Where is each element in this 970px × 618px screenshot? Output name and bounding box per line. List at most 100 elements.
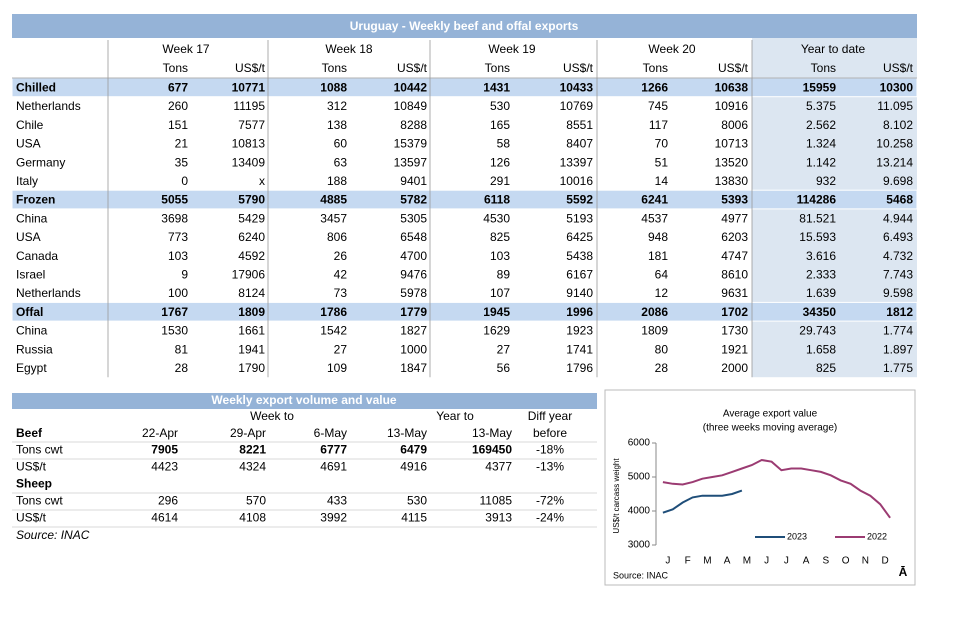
cell: 10713 [715, 137, 749, 151]
cell: 14 [655, 174, 669, 188]
column-group-header: Week 17 [162, 42, 209, 56]
data-line [662, 489, 743, 514]
section-row [11, 189, 918, 210]
cell: 8407 [566, 137, 593, 151]
cell: 5592 [566, 193, 593, 207]
cell: 181 [648, 249, 668, 263]
cell: 773 [168, 230, 188, 244]
cell: 60 [334, 137, 348, 151]
cell: 1530 [161, 324, 188, 338]
cell: 11195 [233, 99, 265, 113]
cell: 9401 [400, 174, 427, 188]
x-tick-label: S [823, 556, 830, 567]
row-label: Tons cwt [16, 494, 63, 508]
cell: 5305 [400, 211, 427, 225]
y-tick-label: 6000 [628, 438, 651, 449]
x-tick-label: J [665, 556, 670, 567]
row-label: Russia [16, 342, 53, 356]
column-header: 6-May [314, 426, 347, 440]
section-label: Frozen [16, 193, 55, 207]
unit-header: US$/t [563, 61, 594, 75]
cell: 6240 [238, 230, 265, 244]
column-group-header: Year to date [801, 42, 866, 56]
cell: 51 [655, 155, 669, 169]
cell: 3913 [485, 511, 512, 525]
cell: 2000 [721, 361, 748, 375]
cell: 1.658 [806, 342, 836, 356]
cell: 6548 [400, 230, 427, 244]
cell: 10771 [232, 81, 266, 95]
chart-subtitle: (three weeks moving average) [703, 423, 838, 434]
unit-header: Tons [485, 61, 510, 75]
cell: 1741 [566, 342, 593, 356]
cell: 0 [181, 174, 188, 188]
cell: 103 [168, 249, 188, 263]
cell: 1945 [483, 305, 510, 319]
table-title: Uruguay - Weekly beef and offal exports [350, 19, 579, 33]
cell: 1088 [320, 81, 347, 95]
chart-frame [604, 389, 916, 586]
cell: 4977 [721, 211, 748, 225]
cell: 1779 [400, 305, 427, 319]
row-label: Netherlands [16, 286, 81, 300]
cell: 1.639 [806, 286, 836, 300]
cell: 165 [490, 118, 510, 132]
cell: 58 [497, 137, 511, 151]
cell: 6203 [721, 230, 748, 244]
cell: 4747 [721, 249, 748, 263]
section-row [11, 77, 918, 98]
row-label: Netherlands [16, 99, 81, 113]
cell: 4.944 [883, 211, 913, 225]
cell: 8221 [239, 443, 266, 457]
unit-header: Tons [643, 61, 668, 75]
unit-header: Tons [811, 61, 836, 75]
cell: 433 [327, 494, 347, 508]
cell: 1827 [400, 324, 427, 338]
cell: 9 [181, 268, 188, 282]
cell: 10813 [232, 137, 266, 151]
cell: 10769 [560, 99, 594, 113]
column-header: 13-May [472, 426, 512, 440]
cell: 13409 [232, 155, 266, 169]
legend-label: 2023 [787, 531, 807, 541]
cell: 1431 [483, 81, 510, 95]
row-label: Canada [16, 249, 58, 263]
cell: 107 [490, 286, 510, 300]
column-group-header: Diff year [528, 409, 572, 423]
y-tick-label: 4000 [628, 506, 651, 517]
cell: 4108 [239, 511, 266, 525]
x-tick-label: J [784, 556, 789, 567]
cell: 8006 [721, 118, 748, 132]
unit-header: Tons [163, 61, 188, 75]
cell: 10442 [394, 81, 428, 95]
cell: 5790 [238, 193, 265, 207]
cell: 9.598 [883, 286, 913, 300]
cell: -24% [536, 511, 564, 525]
cell: 3457 [320, 211, 347, 225]
cell: 169450 [472, 443, 512, 457]
cell: 13597 [394, 155, 428, 169]
row-label: US$/t [16, 511, 47, 525]
cell: 5193 [566, 211, 593, 225]
cell: 9476 [400, 268, 427, 282]
cell: 4324 [239, 460, 266, 474]
cell: 63 [334, 155, 348, 169]
cell: 13397 [560, 155, 594, 169]
cell: 2.562 [806, 118, 836, 132]
cell: 10433 [560, 81, 594, 95]
cell: 117 [649, 118, 668, 132]
cell: 5782 [400, 193, 427, 207]
source-note: Source: INAC [613, 570, 669, 580]
cell: 825 [816, 361, 836, 375]
cell: 26 [334, 249, 348, 263]
cell: 745 [648, 99, 668, 113]
cell: 81.521 [799, 211, 836, 225]
cell: 1730 [721, 324, 748, 338]
cell: 5468 [886, 193, 913, 207]
column-header: before [533, 426, 567, 440]
cell: 6241 [641, 193, 668, 207]
cell: 35 [175, 155, 189, 169]
cell: 11.095 [877, 99, 913, 113]
